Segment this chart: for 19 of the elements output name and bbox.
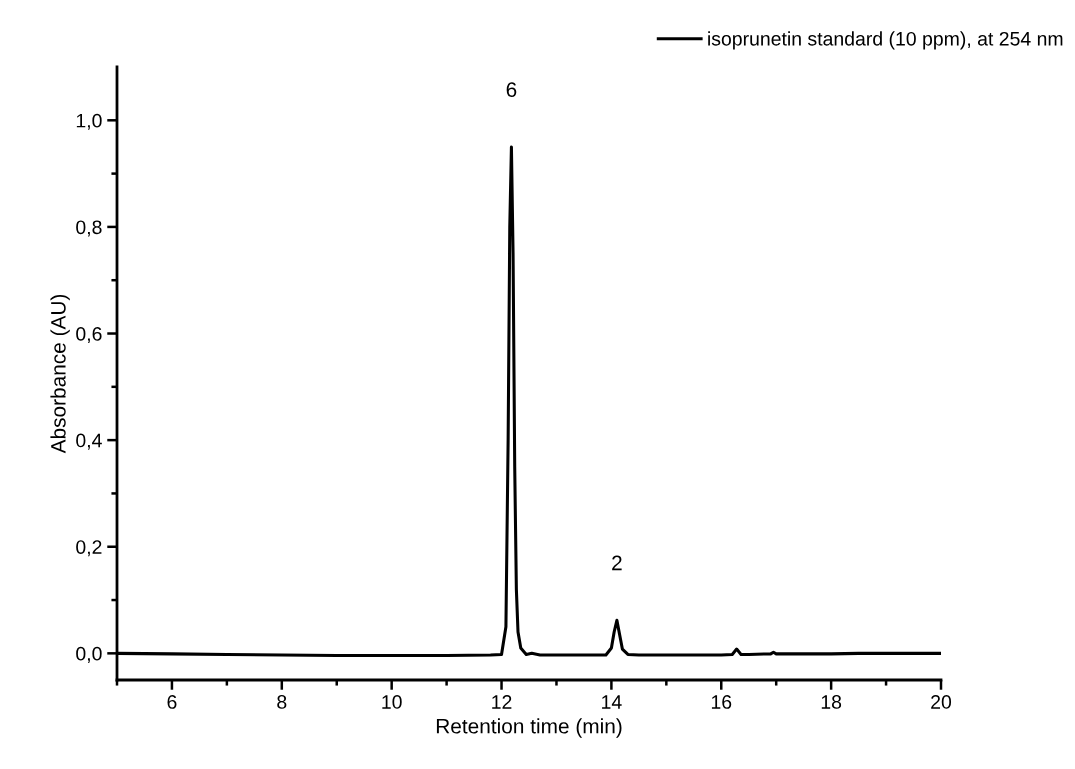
x-axis-title: Retention time (min) (436, 718, 622, 738)
y-tick-label: 0,6 (76, 326, 102, 344)
y-tick-label: 0,2 (76, 540, 102, 557)
x-tick-label: 12 (492, 695, 512, 709)
y-tick-label: 0,8 (76, 220, 102, 237)
x-tick-label: 10 (382, 695, 402, 709)
x-tick-label: 18 (821, 695, 842, 709)
x-tick-label: 16 (711, 695, 732, 709)
x-tick-label: 8 (277, 695, 287, 709)
legend-label: isoprunetin standard (10 ppm), at 254 nm (708, 31, 1063, 50)
annotation: 2 (612, 555, 622, 571)
y-tick-label: 0,4 (76, 433, 102, 450)
y-tick-label: 1,0 (76, 113, 102, 130)
y-axis-title: Absorbance (AU) (50, 294, 70, 454)
x-tick-label: 20 (931, 695, 952, 709)
annotation: 6 (506, 82, 517, 97)
x-tick-label: 14 (602, 695, 622, 709)
x-tick-label: 6 (167, 695, 177, 709)
y-tick-label: 0,0 (76, 646, 102, 663)
